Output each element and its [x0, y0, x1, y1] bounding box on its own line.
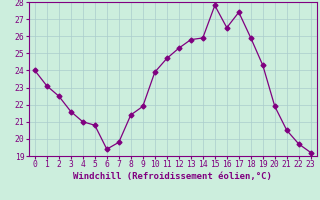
X-axis label: Windchill (Refroidissement éolien,°C): Windchill (Refroidissement éolien,°C): [73, 172, 272, 181]
